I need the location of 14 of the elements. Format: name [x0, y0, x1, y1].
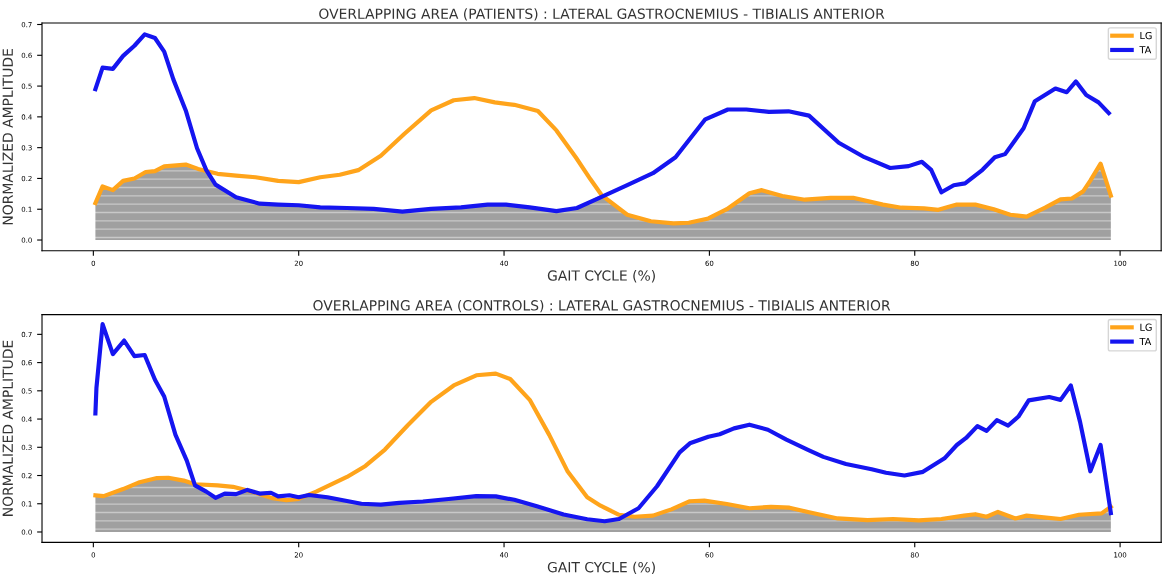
legend-label: TA	[1139, 46, 1152, 54]
x-axis-title: GAIT CYCLE (%)	[547, 270, 655, 283]
chart-title: OVERLAPPING AREA (PATIENTS) : LATERAL GASTROCNEMIUS - TIBIALIS ANTERIOR	[319, 8, 885, 21]
line-series	[93, 322, 1113, 524]
y-axis-title: NORMALIZED AMPLITUDE	[2, 49, 13, 225]
chart-title: OVERLAPPING AREA (CONTROLS) : LATERAL GASTROCNEMIUS - TIBIALIS ANTERIOR	[313, 299, 891, 313]
legend-label: TA	[1139, 337, 1152, 345]
line-series	[93, 95, 1113, 226]
legend-label: LG	[1140, 323, 1152, 331]
y-axis-title: NORMALIZED AMPLITUDE	[2, 340, 13, 516]
line-series	[93, 32, 1111, 214]
x-axis-title: GAIT CYCLE (%)	[547, 561, 655, 574]
legend-label: LG	[1140, 31, 1152, 40]
line-series	[93, 371, 1113, 523]
